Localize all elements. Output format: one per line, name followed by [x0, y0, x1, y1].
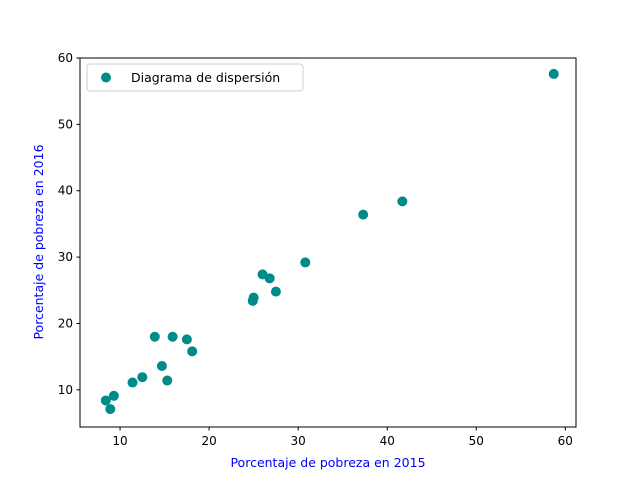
data-point: [300, 257, 311, 268]
x-axis-title: Porcentaje de pobreza en 2015: [230, 455, 425, 470]
plot-area-frame: [79, 57, 577, 428]
data-point: [100, 395, 111, 406]
legend-box: [86, 63, 304, 92]
y-axis-ticks: 10 20 30 40 50 60: [58, 51, 80, 397]
x-tick-label: 10: [112, 434, 127, 448]
data-point: [162, 375, 173, 386]
data-point: [248, 292, 259, 303]
y-axis-title: Porcentaje de pobreza en 2016: [31, 144, 46, 339]
data-point: [156, 360, 167, 371]
y-tick-label: 30: [58, 250, 73, 264]
data-point: [127, 377, 138, 388]
y-tick-label: 10: [58, 383, 73, 397]
y-tick-label: 50: [58, 117, 73, 131]
x-axis-ticks: 10 20 30 40 50 60: [112, 427, 573, 448]
data-point: [397, 196, 408, 207]
y-tick-label: 20: [58, 316, 73, 330]
data-point: [137, 372, 148, 383]
data-point: [187, 346, 198, 357]
legend: Diagrama de dispersión: [86, 63, 304, 92]
legend-marker: [101, 72, 111, 83]
y-tick-label: 40: [58, 184, 73, 198]
data-point: [358, 209, 369, 220]
legend-label: Diagrama de dispersión: [131, 70, 280, 85]
x-tick-label: 20: [201, 434, 216, 448]
y-tick-label: 60: [58, 51, 73, 65]
data-points: [100, 68, 559, 415]
data-point: [167, 331, 178, 342]
data-point: [149, 331, 160, 342]
data-point: [105, 404, 116, 415]
data-point: [181, 334, 192, 345]
x-tick-label: 60: [558, 434, 573, 448]
x-tick-label: 50: [469, 434, 484, 448]
data-point: [270, 286, 281, 297]
x-tick-label: 40: [380, 434, 395, 448]
x-tick-label: 30: [291, 434, 306, 448]
data-point: [264, 273, 275, 284]
data-point: [108, 390, 119, 401]
data-point: [548, 68, 559, 79]
